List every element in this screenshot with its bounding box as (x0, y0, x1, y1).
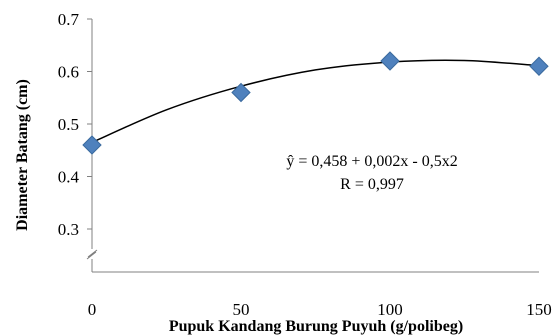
data-point-marker (529, 56, 549, 76)
y-tick-label: 0.6 (58, 63, 79, 82)
x-tick-label: 150 (526, 300, 552, 319)
y-tick-label: 0.4 (58, 168, 80, 187)
data-point-marker (231, 82, 251, 103)
y-axis-title: Diameter Batang (cm) (14, 79, 31, 231)
data-point-marker (82, 135, 102, 155)
y-tick-label: 0.7 (58, 10, 80, 29)
data-point-marker (380, 51, 400, 71)
trendline-curve (91, 59, 540, 144)
x-axis-title: Pupuk Kandang Burung Puyuh (g/polibeg) (169, 318, 463, 335)
tick-labels: 0.3 0.4 0.5 0.6 0.7 0 50 100 150 (58, 10, 552, 319)
data-points (82, 51, 549, 155)
x-tick-label: 100 (377, 300, 403, 319)
y-tick-label: 0.3 (58, 220, 79, 239)
axes (86, 18, 539, 273)
axis-break-marker (86, 249, 98, 260)
x-tick-label: 0 (88, 300, 97, 319)
y-tick-label: 0.5 (58, 115, 79, 134)
x-tick-label: 50 (233, 300, 250, 319)
r-value-annotation: R = 0,997 (340, 176, 404, 193)
equation-annotation: ŷ = 0,458 + 0,002x - 0,5x2 (286, 153, 457, 170)
